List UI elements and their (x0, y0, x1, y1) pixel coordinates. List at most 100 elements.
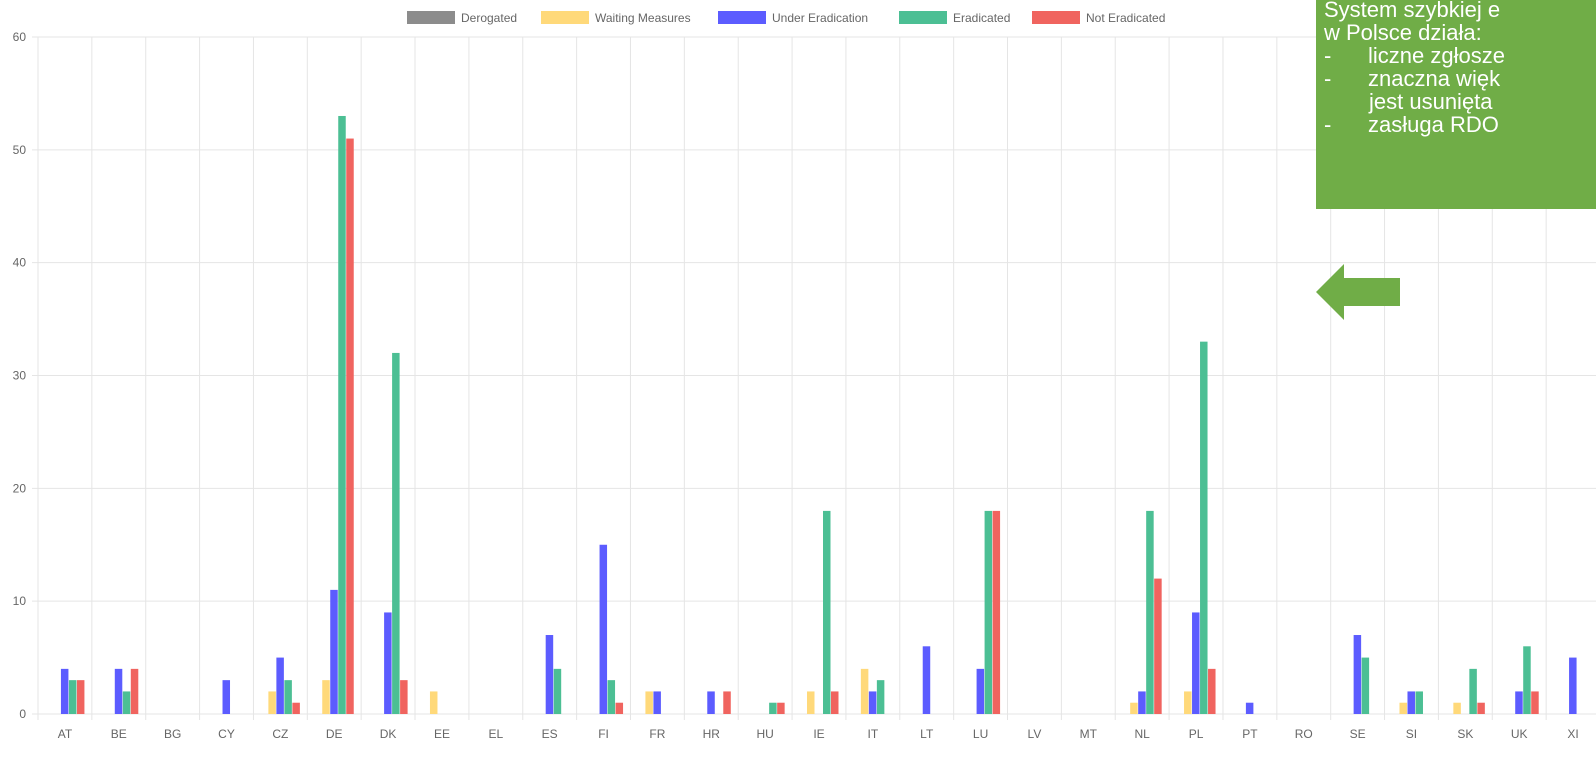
bar-SI-2[interactable] (1407, 691, 1415, 714)
bar-FI-3[interactable] (607, 680, 616, 714)
bar-SK-3[interactable] (1469, 668, 1477, 714)
bar-PT-2[interactable] (1245, 702, 1254, 714)
bar-DE-4[interactable] (346, 138, 354, 715)
bar-FI-4[interactable] (615, 702, 624, 714)
left-arrow-icon (1316, 264, 1400, 320)
bar-CZ-4[interactable] (292, 702, 300, 714)
x-tick-label-BE: BE (111, 727, 127, 741)
bar-LT-2[interactable] (922, 646, 931, 714)
bar-FR-2[interactable] (653, 691, 661, 714)
bar-NL-4[interactable] (1154, 578, 1162, 714)
y-tick-label-1: 10 (13, 594, 27, 608)
callout-item-1-dash: - (1324, 43, 1332, 68)
bar-NL-2[interactable] (1138, 691, 1146, 714)
bar-DK-4[interactable] (400, 680, 408, 714)
bar-IE-4[interactable] (831, 691, 839, 714)
bar-IE-3[interactable] (823, 510, 831, 714)
bar-PL-4[interactable] (1208, 668, 1216, 714)
x-tick-label-FI: FI (598, 727, 609, 741)
x-axis-labels: AT BE BG CY CZ DE DK EE EL ES FI FR HR HU IE IT LT LU LV MT… (58, 727, 1579, 741)
legend-item-3[interactable]: Eradicated (899, 11, 1010, 25)
x-tick-label-HR: HR (703, 727, 721, 741)
bar-LU-4[interactable] (992, 510, 1001, 714)
legend-swatch-3 (899, 11, 947, 24)
legend-item-2[interactable]: Under Eradication (718, 11, 868, 25)
legend-item-1[interactable]: Waiting Measures (541, 11, 691, 25)
x-tick-label-PL: PL (1189, 727, 1204, 741)
bar-BE-4[interactable] (130, 668, 139, 714)
callout-item-1: - liczne zgłosze (1324, 44, 1596, 67)
x-tick-label-ES: ES (542, 727, 558, 741)
x-tick-label-UK: UK (1511, 727, 1528, 741)
callout-line-1: System szybkiej e (1324, 0, 1501, 22)
bar-CY-2[interactable] (222, 680, 231, 714)
bar-CZ-2[interactable] (276, 657, 284, 714)
bar-HR-2[interactable] (707, 691, 715, 714)
x-tick-label-CY: CY (218, 727, 235, 741)
legend-label-2: Under Eradication (772, 11, 868, 25)
bar-NL-1[interactable] (1130, 702, 1138, 714)
bar-EE-1[interactable] (429, 691, 438, 714)
bar-BE-2[interactable] (114, 668, 123, 714)
bar-DE-3[interactable] (338, 115, 346, 714)
bar-UK-3[interactable] (1523, 646, 1531, 714)
bar-ES-2[interactable] (545, 635, 554, 714)
legend-label-0: Derogated (461, 11, 517, 25)
callout-item-2: - znaczna więk (1324, 67, 1596, 90)
x-tick-label-EE: EE (434, 727, 450, 741)
bar-XI-2[interactable] (1569, 657, 1577, 714)
callout-item-3-text: zasługa RDO (1368, 112, 1499, 137)
bar-BE-3[interactable] (122, 691, 131, 714)
bar-ES-3[interactable] (553, 668, 562, 714)
bar-CZ-1[interactable] (268, 691, 276, 714)
bar-DE-2[interactable] (330, 589, 338, 714)
bar-IT-3[interactable] (876, 680, 885, 714)
bar-PL-1[interactable] (1184, 691, 1192, 714)
x-tick-label-MT: MT (1080, 727, 1098, 741)
bar-HR-4[interactable] (723, 691, 731, 714)
bar-HU-4[interactable] (777, 702, 785, 714)
x-tick-label-DE: DE (326, 727, 343, 741)
bar-UK-2[interactable] (1515, 691, 1523, 714)
callout-item-2-text: znaczna więk (1368, 66, 1501, 91)
bar-AT-3[interactable] (68, 680, 77, 714)
x-tick-label-SI: SI (1406, 727, 1417, 741)
bar-HU-3[interactable] (769, 702, 777, 714)
legend-label-3: Eradicated (953, 11, 1010, 25)
bar-IE-1[interactable] (807, 691, 815, 714)
bar-SK-4[interactable] (1477, 702, 1485, 714)
bar-NL-3[interactable] (1146, 510, 1154, 714)
bar-SE-2[interactable] (1353, 635, 1362, 714)
bar-DK-3[interactable] (392, 352, 400, 714)
x-tick-label-LU: LU (973, 727, 988, 741)
legend-item-4[interactable]: Not Eradicated (1032, 11, 1165, 25)
bar-DK-2[interactable] (384, 612, 392, 714)
chart-legend[interactable]: Derogated Waiting Measures Under Eradicati… (407, 11, 1165, 25)
bar-LU-2[interactable] (976, 668, 985, 714)
bar-PL-2[interactable] (1192, 612, 1200, 714)
bar-IT-2[interactable] (868, 691, 877, 714)
bar-SK-1[interactable] (1453, 702, 1461, 714)
bar-UK-4[interactable] (1531, 691, 1539, 714)
chart-bars (60, 115, 1577, 715)
bar-IT-1[interactable] (860, 668, 869, 714)
bar-SI-1[interactable] (1399, 702, 1407, 714)
bar-PL-3[interactable] (1200, 341, 1208, 714)
bar-SI-3[interactable] (1415, 691, 1423, 714)
callout-item-1-text: liczne zgłosze (1368, 43, 1505, 68)
bar-CZ-3[interactable] (284, 680, 292, 714)
bar-DE-1[interactable] (322, 680, 330, 714)
bar-FR-1[interactable] (645, 691, 653, 714)
x-tick-label-FR: FR (649, 727, 665, 741)
bar-LU-3[interactable] (984, 510, 993, 714)
legend-item-0[interactable]: Derogated (407, 11, 517, 25)
x-tick-label-CZ: CZ (272, 727, 288, 741)
x-tick-label-DK: DK (380, 727, 397, 741)
legend-label-4: Not Eradicated (1086, 11, 1165, 25)
legend-label-1: Waiting Measures (595, 11, 691, 25)
bar-AT-2[interactable] (60, 668, 69, 714)
bar-FI-2[interactable] (599, 544, 608, 714)
bar-AT-4[interactable] (76, 680, 85, 714)
bar-SE-3[interactable] (1361, 657, 1370, 714)
